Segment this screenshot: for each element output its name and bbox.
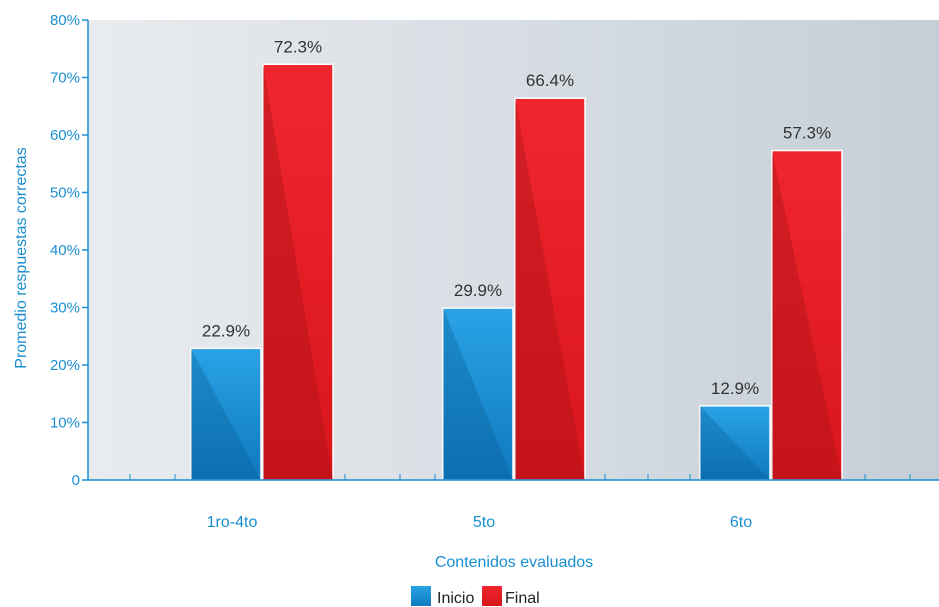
bar-final-3 (771, 149, 843, 481)
y-tick-label: 20% (50, 357, 80, 374)
x-tick-label: 6to (730, 514, 752, 531)
x-tick-label: 5to (473, 514, 495, 531)
data-labels-layer: 22.9% 72.3% 29.9% 66.4% 12.9% 57.3% (202, 37, 831, 398)
y-tick-label: 10% (50, 415, 80, 432)
bar-inicio-1 (190, 347, 262, 481)
x-axis-ticks: 1ro-4to 5to 6to (129, 474, 911, 531)
legend: Inicio Final (411, 586, 540, 607)
y-tick-label: 30% (50, 300, 80, 317)
y-tick-label: 40% (50, 242, 80, 259)
legend-swatch-inicio (411, 586, 431, 606)
y-axis-title: Promedio respuestas correctas (13, 147, 30, 368)
bar-shade-inicio-2 (443, 308, 513, 480)
data-label-inicio-2: 29.9% (454, 281, 502, 300)
bar-shade-inicio-3 (700, 405, 770, 480)
bar-shade-final-2 (515, 98, 585, 480)
data-label-final-3: 57.3% (783, 124, 831, 143)
y-tick-label: 80% (50, 12, 80, 29)
legend-swatch-final (482, 586, 502, 606)
y-tick-label: 70% (50, 70, 80, 87)
data-label-inicio-3: 12.9% (711, 379, 759, 398)
legend-label-final: Final (505, 590, 540, 607)
data-label-final-1: 72.3% (274, 37, 322, 56)
data-label-final-2: 66.4% (526, 71, 574, 90)
bar-shade-final-1 (263, 64, 333, 481)
legend-label-inicio: Inicio (437, 590, 474, 607)
bars-layer (190, 63, 843, 481)
x-tick-label: 1ro-4to (207, 514, 258, 531)
bar-final-2 (514, 97, 586, 481)
bar-inicio-2 (442, 307, 514, 481)
y-tick-label: 0 (72, 472, 80, 489)
bar-inicio-3 (699, 405, 771, 481)
y-tick-label: 50% (50, 185, 80, 202)
data-label-inicio-1: 22.9% (202, 321, 250, 340)
y-tick-label: 60% (50, 127, 80, 144)
bar-shade-inicio-1 (191, 348, 261, 480)
bar-shade-final-3 (772, 150, 842, 480)
x-axis-title: Contenidos evaluados (435, 554, 593, 571)
y-axis-ticks: 0 10% 20% 30% 40% 50% 60% 70% 80% (50, 12, 88, 489)
